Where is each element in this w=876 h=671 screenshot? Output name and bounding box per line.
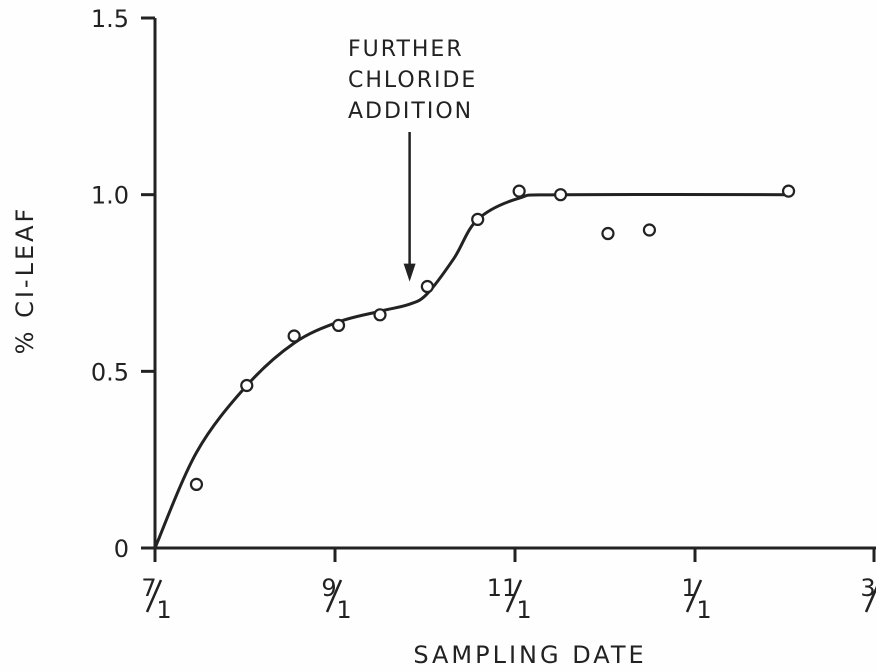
data-point: [642, 223, 657, 237]
x-tick-label: 71: [141, 574, 171, 624]
svg-text:9: 9: [321, 574, 336, 602]
data-point: [189, 477, 204, 491]
data-point: [471, 212, 485, 226]
annotation-text: CHLORIDE: [348, 68, 477, 93]
y-tick-label: 0: [114, 535, 129, 563]
data-point: [512, 184, 526, 198]
y-axis-title: % CI-LEAF: [11, 206, 39, 355]
svg-text:1: 1: [336, 596, 351, 624]
svg-text:1: 1: [156, 596, 171, 624]
data-point: [781, 184, 796, 198]
y-tick-label: 1.5: [91, 5, 129, 33]
data-point: [420, 279, 434, 294]
y-tick-label: 0.5: [91, 358, 129, 386]
svg-text:1: 1: [516, 596, 531, 624]
annotation-arrow-head: [403, 263, 416, 282]
svg-text:1: 1: [696, 596, 711, 624]
svg-text:7: 7: [141, 574, 156, 602]
annotation-text: ADDITION: [348, 99, 473, 124]
x-tick-label: 31: [860, 574, 876, 624]
x-tick-label: 111: [487, 574, 532, 624]
data-point: [240, 378, 254, 393]
svg-text:1: 1: [681, 574, 696, 602]
data-point: [373, 308, 387, 322]
data-point: [287, 329, 301, 343]
x-axis-title: SAMPLING DATE: [413, 641, 646, 669]
data-point: [331, 318, 346, 332]
data-point: [601, 226, 615, 241]
x-tick-label: 11: [681, 574, 711, 624]
annotation-text: FURTHER: [348, 37, 464, 62]
y-tick-label: 1.0: [91, 182, 129, 210]
x-tick-label: 91: [321, 574, 351, 624]
data-point: [553, 188, 568, 202]
fitted-curve: [153, 192, 789, 549]
svg-text:3: 3: [860, 574, 875, 602]
